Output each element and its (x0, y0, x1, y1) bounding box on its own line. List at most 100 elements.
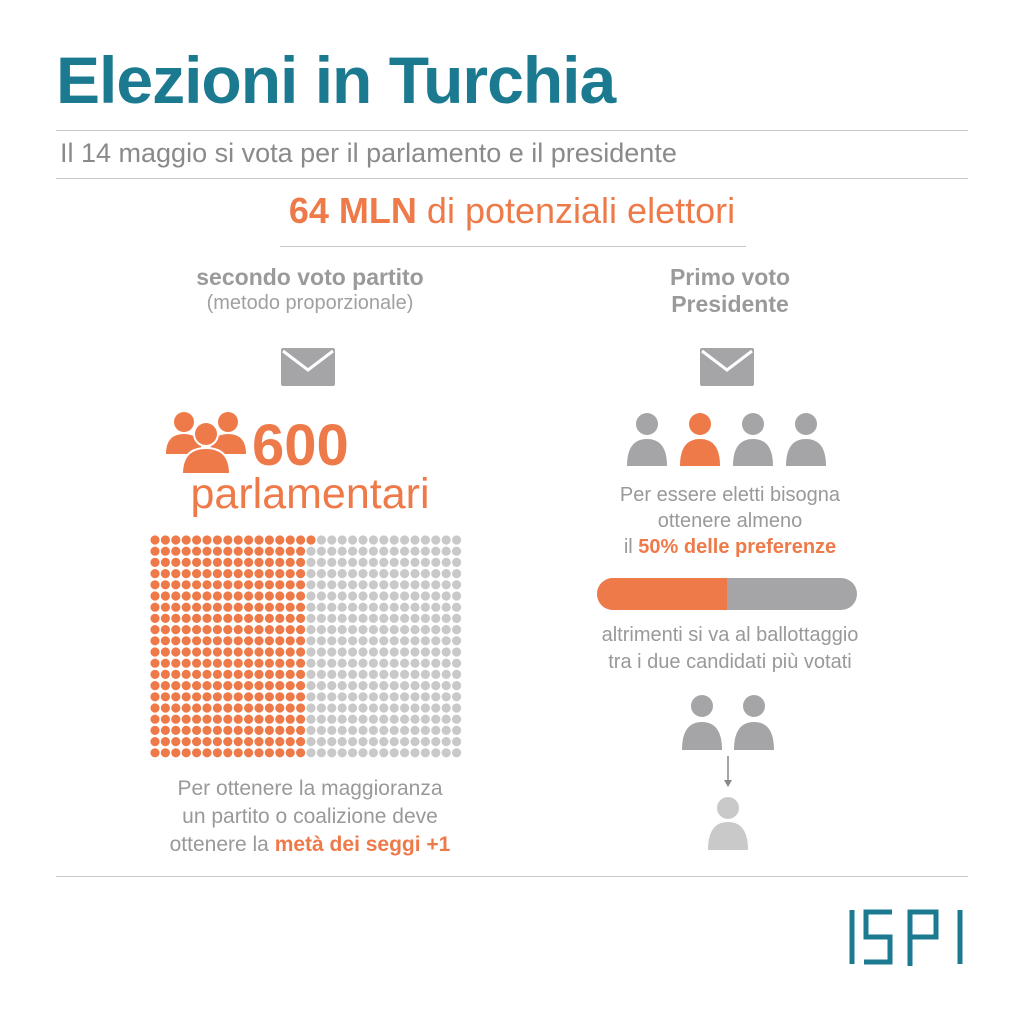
seat-dot (379, 692, 389, 702)
seat-dot (327, 580, 337, 590)
seat-dot-majority (181, 714, 191, 724)
seat-dot (348, 714, 358, 724)
seat-dot (368, 535, 378, 545)
seat-dot (368, 613, 378, 623)
seat-dot-majority (233, 714, 243, 724)
seat-dot (327, 636, 337, 646)
seat-dot (431, 625, 441, 635)
seat-dot-majority (181, 602, 191, 612)
seat-dot (306, 580, 316, 590)
seat-dot-majority (264, 714, 274, 724)
seat-dot (316, 725, 326, 735)
seat-dot-majority (285, 535, 295, 545)
seat-dot (400, 703, 410, 713)
seat-dot (337, 681, 347, 691)
seat-dot (389, 681, 399, 691)
seat-dot-majority (192, 546, 202, 556)
seat-dot-majority (233, 535, 243, 545)
seat-dot-majority (254, 557, 264, 567)
seat-dot-majority (264, 658, 274, 668)
seat-dot-majority (181, 658, 191, 668)
seat-dot (379, 591, 389, 601)
seat-dot (452, 557, 462, 567)
president-vote-heading: Primo voto Presidente (570, 264, 890, 318)
seat-dot-majority (202, 602, 212, 612)
seat-dot (452, 737, 462, 747)
seat-dot (379, 557, 389, 567)
seat-dot (379, 658, 389, 668)
seat-dot (368, 658, 378, 668)
seat-dot (400, 748, 410, 758)
seat-dot-majority (285, 557, 295, 567)
seat-dot (306, 669, 316, 679)
seat-dot-majority (254, 681, 264, 691)
seat-dot (348, 737, 358, 747)
seat-dot-majority (212, 557, 222, 567)
seat-dot (316, 546, 326, 556)
runoff-candidate-icon (734, 695, 774, 750)
seat-dot-majority (160, 714, 170, 724)
seat-dot-majority (150, 569, 160, 579)
seat-dot-majority (181, 725, 191, 735)
seat-dot-majority (244, 737, 254, 747)
seat-dot-majority (254, 569, 264, 579)
seat-dot (306, 658, 316, 668)
seat-dot-majority (223, 557, 233, 567)
seat-dot (410, 714, 420, 724)
seat-dot (400, 658, 410, 668)
seat-dot-majority (233, 602, 243, 612)
seat-dot-majority (150, 714, 160, 724)
seat-dot (410, 557, 420, 567)
seat-dot (358, 591, 368, 601)
seat-dot-majority (223, 658, 233, 668)
seat-dot (410, 681, 420, 691)
seat-dot (431, 737, 441, 747)
seat-dot-majority (296, 669, 306, 679)
seat-dot (452, 658, 462, 668)
seat-dot (431, 681, 441, 691)
seat-dot-majority (254, 725, 264, 735)
seat-dot (327, 725, 337, 735)
seat-dot (316, 737, 326, 747)
group-people-icon (166, 412, 246, 475)
seat-dot-majority (212, 681, 222, 691)
seat-dot (431, 748, 441, 758)
seat-dot (337, 647, 347, 657)
seat-dot (368, 647, 378, 657)
seat-dot (316, 748, 326, 758)
seat-dot-majority (171, 580, 181, 590)
seat-dot-majority (244, 647, 254, 657)
seat-dot (379, 625, 389, 635)
seat-dot (316, 681, 326, 691)
seat-dot-majority (296, 681, 306, 691)
seat-dot (400, 580, 410, 590)
seat-dot (389, 658, 399, 668)
seat-dot-majority (212, 546, 222, 556)
seat-dot-majority (181, 692, 191, 702)
seat-dot (431, 580, 441, 590)
seat-dot (389, 737, 399, 747)
seat-dot (368, 557, 378, 567)
seat-dot (452, 647, 462, 657)
seat-dot (420, 647, 430, 657)
seat-dot-majority (296, 569, 306, 579)
seat-dot-majority (150, 636, 160, 646)
seat-dot (379, 613, 389, 623)
seat-dot-majority (160, 658, 170, 668)
seat-dot (389, 647, 399, 657)
seat-dot-majority (202, 535, 212, 545)
seat-dot (337, 546, 347, 556)
seat-dot-majority (202, 703, 212, 713)
seat-dot-majority (171, 602, 181, 612)
seat-dot-majority (202, 546, 212, 556)
seat-dot (452, 535, 462, 545)
seat-dot (441, 613, 451, 623)
seat-dot-majority (160, 580, 170, 590)
seat-dot-majority (296, 546, 306, 556)
seat-dot-majority (296, 703, 306, 713)
seat-dot (400, 681, 410, 691)
seat-dot (431, 546, 441, 556)
seat-dot (337, 703, 347, 713)
seat-dot (379, 748, 389, 758)
seat-dot-majority (212, 613, 222, 623)
